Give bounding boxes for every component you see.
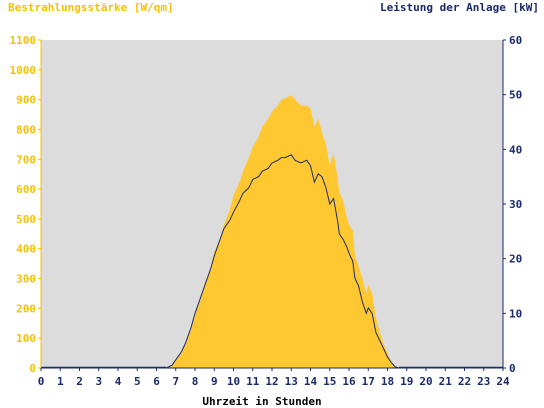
right-tick-label: 30 [509,198,522,211]
x-tick-label: 24 [496,375,510,388]
left-tick-label: 1100 [10,34,37,47]
left-tick-label: 500 [16,213,36,226]
irradiance-area [166,95,400,368]
right-axis-title: Leistung der Anlage [kW] [380,1,539,14]
left-tick-label: 800 [16,123,36,136]
left-tick-label: 700 [16,153,36,166]
power-line [165,154,400,369]
x-tick-label: 17 [362,375,375,388]
x-tick-label: 13 [285,375,298,388]
right-tick-label: 60 [509,34,522,47]
x-tick-label: 6 [153,375,160,388]
x-tick-label: 20 [419,375,432,388]
x-tick-label: 2 [76,375,83,388]
right-tick-label: 0 [509,362,516,375]
left-tick-label: 1000 [10,64,37,77]
x-tick-label: 12 [265,375,278,388]
x-tick-label: 3 [95,375,102,388]
x-tick-label: 19 [400,375,413,388]
x-tick-label: 8 [192,375,199,388]
x-tick-label: 15 [323,375,336,388]
x-tick-label: 1 [57,375,64,388]
x-tick-label: 0 [38,375,45,388]
left-tick-label: 600 [16,183,36,196]
left-tick-label: 0 [29,362,36,375]
right-tick-label: 40 [509,143,522,156]
left-tick-label: 200 [16,302,36,315]
x-tick-label: 4 [115,375,122,388]
x-axis-title: Uhrzeit in Stunden [202,395,321,408]
x-tick-label: 5 [134,375,141,388]
x-tick-label: 18 [381,375,394,388]
left-tick-label: 100 [16,332,36,345]
right-tick-label: 50 [509,89,522,102]
x-tick-label: 7 [172,375,179,388]
x-tick-label: 22 [458,375,471,388]
right-tick-label: 10 [509,307,522,320]
left-tick-label: 400 [16,243,36,256]
right-tick-label: 20 [509,253,522,266]
left-axis-title: Bestrahlungsstärke [W/qm] [8,1,174,14]
x-tick-label: 16 [342,375,356,388]
x-tick-label: 21 [439,375,453,388]
x-tick-label: 23 [477,375,490,388]
x-tick-label: 10 [227,375,240,388]
x-tick-label: 11 [246,375,260,388]
left-tick-label: 300 [16,273,36,286]
x-tick-label: 9 [211,375,218,388]
left-tick-label: 900 [16,94,36,107]
x-tick-label: 14 [304,375,318,388]
